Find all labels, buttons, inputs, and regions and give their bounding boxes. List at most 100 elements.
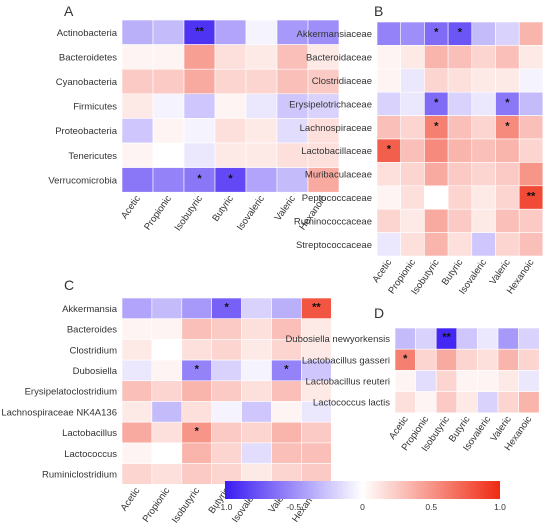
heatmap-cell: [400, 45, 425, 70]
heatmap-cell: [415, 391, 437, 414]
heatmap-cell: [447, 162, 473, 187]
row-label: Akkermansia: [62, 304, 118, 315]
heatmap-cell: [400, 68, 425, 93]
row-label: Dubosiella: [73, 366, 118, 377]
heatmap-cell: [241, 318, 272, 340]
heatmap-cell: [151, 297, 183, 320]
panel-label: B: [374, 3, 383, 19]
heatmap-cell: [456, 348, 478, 371]
significance-marker: *: [458, 27, 463, 39]
heatmap-cell: [400, 208, 425, 233]
heatmap-cell: [271, 442, 302, 464]
heatmap-cell: [214, 19, 247, 45]
row-label: Lactobacillus reuteri: [306, 377, 391, 388]
heatmap-cell: [477, 370, 499, 392]
heatmap-cell: [497, 348, 519, 371]
heatmap-cell: [121, 421, 153, 444]
heatmap-cell: [400, 115, 425, 140]
heatmap-cell: [121, 19, 154, 45]
heatmap-cell: [394, 327, 416, 350]
panel-label: A: [64, 3, 74, 19]
heatmap-cell: [276, 19, 309, 45]
heatmap-cell: [471, 21, 496, 46]
heatmap-cell: [447, 232, 473, 257]
heatmap-cell: [181, 297, 213, 320]
heatmap-cell: [435, 348, 458, 371]
heatmap-cell: [241, 380, 272, 402]
heatmap-cell: [151, 421, 183, 444]
heatmap-cell: [211, 380, 242, 402]
heatmap-cell: [245, 118, 278, 144]
heatmap-panel-b: B* ** ** ****AkkermansiaceaeBacteroidaceaeC…: [289, 3, 544, 297]
significance-marker: *: [505, 120, 510, 132]
heatmap-cell: [495, 138, 520, 163]
heatmap-cell: [376, 115, 402, 140]
heatmap-cell: [301, 442, 332, 464]
heatmap-cell: [121, 442, 153, 464]
heatmap-cell: [400, 138, 425, 163]
heatmap-cell: [181, 463, 213, 485]
heatmap-cell: [518, 21, 544, 46]
heatmap-cell: [151, 380, 183, 402]
heatmap-cell: [245, 68, 278, 95]
heatmap-cell: [214, 167, 247, 193]
significance-marker: **: [442, 332, 451, 344]
row-label: Bacteroidaceae: [306, 53, 372, 64]
heatmap-cell: [121, 68, 154, 95]
heatmap-cell: [181, 318, 213, 340]
heatmap-cell: [495, 68, 520, 93]
heatmap-cell: [211, 359, 242, 382]
column-label: Propionic: [142, 193, 174, 232]
heatmap-cell: [376, 68, 402, 93]
heatmap-cell: [301, 421, 332, 444]
column-label: Butyric: [210, 193, 236, 223]
significance-marker: **: [312, 301, 321, 313]
heatmap-cell: [211, 339, 242, 361]
heatmap-cell: [121, 44, 154, 70]
heatmap-cell: [214, 118, 247, 144]
heatmap-cell: [518, 162, 544, 187]
heatmap-cell: [424, 68, 449, 93]
heatmap-cell: [424, 232, 449, 257]
row-label: Erysipelotrichaceae: [289, 99, 372, 110]
column-label: Acetic: [119, 486, 143, 514]
row-label: Ruminiclostridium: [42, 469, 117, 480]
column-label: Acetic: [119, 193, 143, 221]
heatmap-cell: [518, 391, 540, 414]
heatmap-cell: [151, 442, 183, 464]
row-label: Streptococcaceae: [296, 240, 372, 251]
heatmap-cell: [495, 185, 520, 210]
significance-marker: *: [284, 363, 289, 375]
heatmap-cell: [152, 118, 185, 144]
heatmap-cell: [477, 391, 499, 414]
heatmap-cell: [121, 297, 153, 320]
heatmap-cell: [456, 391, 478, 414]
heatmap-cell: [307, 167, 340, 193]
heatmap-cell: [447, 208, 473, 233]
heatmap-cell: [241, 339, 272, 361]
heatmap-cell: [424, 138, 449, 163]
row-label: Proteobacteria: [55, 126, 118, 137]
heatmap-cell: [447, 45, 473, 70]
heatmap-cell: [151, 359, 183, 382]
heatmap-cell: [307, 44, 340, 70]
heatmap-cell: [497, 370, 519, 392]
heatmap-cell: [152, 44, 185, 70]
heatmap-cell: [435, 370, 458, 392]
legend-tick-label: 1.0: [494, 502, 506, 512]
heatmap-cell: [271, 297, 302, 320]
heatmap-cell: [376, 162, 402, 187]
row-label: Bacteroides: [67, 325, 117, 336]
row-label: Muribaculaceae: [305, 170, 372, 181]
significance-marker: *: [197, 173, 202, 185]
heatmap-cell: [183, 167, 216, 193]
heatmap-cell: [214, 44, 247, 70]
heatmap-cell: [152, 93, 185, 119]
heatmap-cell: [245, 44, 278, 70]
row-label: Lachnospiraceae NK4A136: [1, 407, 117, 418]
heatmap-cell: [151, 401, 183, 423]
heatmap-cell: [276, 142, 309, 168]
heatmap-cell: [400, 21, 425, 46]
row-label: Verrucomicrobia: [48, 175, 117, 186]
